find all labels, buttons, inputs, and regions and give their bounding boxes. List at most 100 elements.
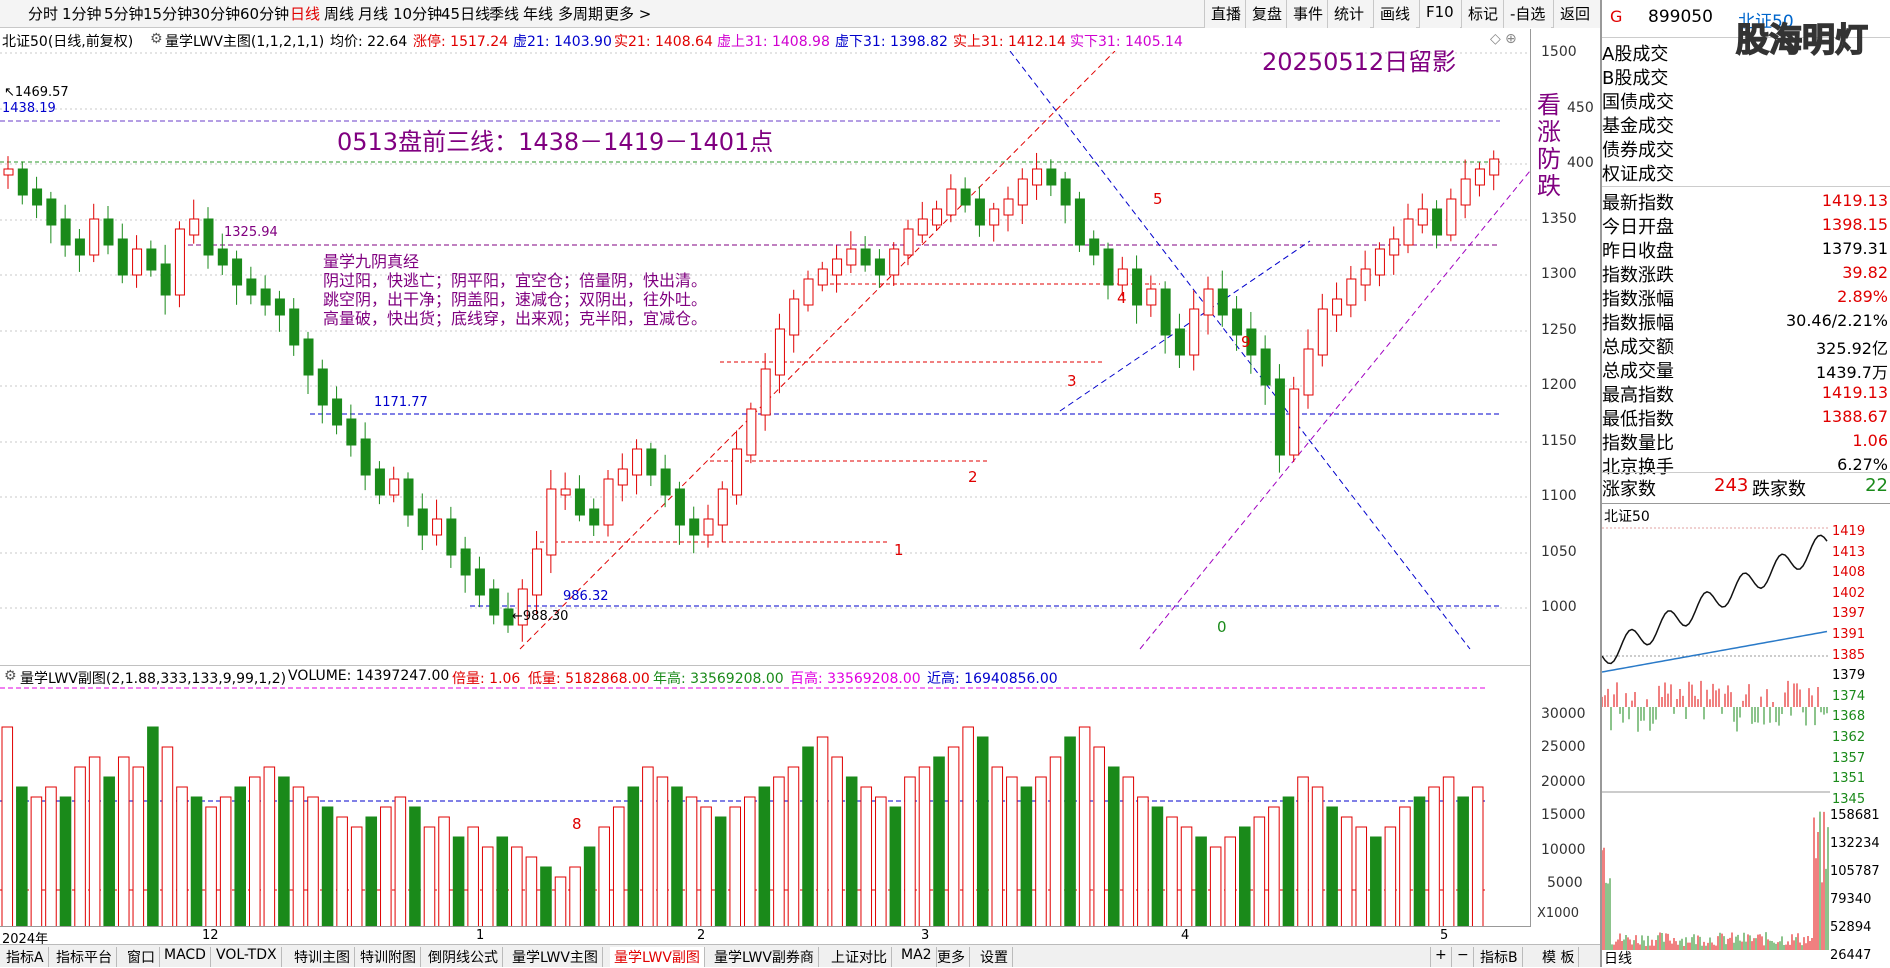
y-tick: 1000 bbox=[1541, 599, 1577, 615]
stat-row: 总成交量 1439.7万 bbox=[1602, 357, 1890, 382]
f10-button[interactable]: F10 bbox=[1419, 0, 1460, 28]
mini-price-tick: 1357 bbox=[1832, 750, 1866, 766]
quote-stats: 最新指数 1419.13 今日开盘 1398.15 昨日收盘 1379.31 指数涨跌 39.… bbox=[1602, 186, 1890, 478]
period-year[interactable]: 年线 bbox=[523, 5, 554, 23]
vol-tick: 15000 bbox=[1541, 807, 1586, 823]
menu-treasury[interactable]: 国债成交 bbox=[1602, 92, 1674, 113]
mark-button[interactable]: 标记 bbox=[1461, 0, 1505, 28]
diamond-icon[interactable]: ◇ bbox=[1490, 31, 1501, 47]
mark-3: 3 bbox=[1067, 372, 1077, 390]
stats-button[interactable]: 统计 bbox=[1327, 0, 1371, 28]
mini-period[interactable]: 日线 bbox=[1604, 951, 1632, 967]
label-1438: 1438.19 bbox=[2, 101, 56, 116]
tab-ma2[interactable]: MA2 bbox=[897, 947, 937, 967]
main-indicator-name[interactable]: 量学LWV主图(1,1,2,1,1) bbox=[165, 34, 325, 50]
draw-button[interactable]: 画线 bbox=[1373, 0, 1417, 28]
trend-up-purple bbox=[1139, 170, 1530, 650]
date-axis: 2024年 12 1 2 3 4 5 bbox=[0, 926, 1530, 947]
y-tick: 1300 bbox=[1541, 266, 1577, 282]
stat-value: 1.06 bbox=[1852, 431, 1888, 450]
menu-fund[interactable]: 基金成交 bbox=[1602, 116, 1674, 137]
tab-remove-icon[interactable]: − bbox=[1453, 947, 1474, 967]
watermark-logo: 股海明灯 bbox=[1735, 19, 1869, 60]
period-30min[interactable]: 30分钟 bbox=[191, 5, 241, 23]
favorite-button[interactable]: -自选 bbox=[1503, 0, 1552, 28]
period-5min[interactable]: 5分钟 bbox=[104, 5, 144, 23]
stat-row: 指数量比 1.06 bbox=[1602, 429, 1890, 454]
menu-bond[interactable]: 债券成交 bbox=[1602, 140, 1674, 161]
tab-more[interactable]: 更多 bbox=[933, 947, 970, 967]
stat-row: 最低指数 1388.67 bbox=[1602, 405, 1890, 430]
event-button[interactable]: 事件 bbox=[1286, 0, 1330, 28]
period-month[interactable]: 月线 bbox=[358, 5, 389, 23]
mini-price-tick: 1419 bbox=[1832, 524, 1866, 539]
stat-value: 1439.7万 bbox=[1816, 363, 1888, 382]
tab-indicator-a[interactable]: 指标A bbox=[2, 947, 49, 967]
jingao-value: 近高: 16940856.00 bbox=[927, 671, 1058, 687]
date-tick: 2024年 bbox=[2, 932, 49, 947]
tab-template[interactable]: 模 板 bbox=[1538, 947, 1580, 967]
baigao-value: 百高: 33569208.00 bbox=[790, 671, 921, 687]
tab-train-sub[interactable]: 特训附图 bbox=[356, 947, 421, 967]
period-60min[interactable]: 60分钟 bbox=[240, 5, 290, 23]
menu-warrant[interactable]: 权证成交 bbox=[1602, 164, 1674, 185]
settings-icon[interactable]: ⚙ bbox=[150, 31, 163, 47]
tab-lwv-broker[interactable]: 量学LWV副券商 bbox=[710, 947, 819, 967]
y-tick: 1350 bbox=[1541, 211, 1577, 227]
menu-b-shares[interactable]: B股成交 bbox=[1602, 68, 1669, 89]
menu-a-shares[interactable]: A股成交 bbox=[1602, 44, 1669, 65]
intraday-mini-chart[interactable]: 北证50 1419 1413 1408 1402 1397 1391 1385 1379 137… bbox=[1602, 503, 1890, 967]
settings-icon[interactable]: ⚙ bbox=[4, 668, 17, 684]
shishang31-value: 实上31: 1412.14 bbox=[953, 34, 1066, 50]
vol-tick: 5000 bbox=[1547, 875, 1583, 891]
vol-tick: 30000 bbox=[1541, 706, 1586, 722]
period-45day[interactable]: 45日线 bbox=[441, 5, 491, 23]
period-fenshi[interactable]: 分时 bbox=[28, 5, 59, 23]
sub-indicator-name[interactable]: 量学LWV副图(2,1.88,333,133,9,99,1,2) bbox=[20, 671, 287, 687]
mark-9: 9 bbox=[1241, 333, 1251, 351]
grid bbox=[0, 52, 1530, 609]
expand-icon[interactable]: ⊕ bbox=[1505, 31, 1517, 47]
tab-window[interactable]: 窗口 bbox=[123, 947, 160, 967]
mini-price-tick: 1413 bbox=[1832, 544, 1866, 560]
quote-panel: G 899050 北证50 股海明灯 A股成交 B股成交 国债成交 基金成交 债… bbox=[1600, 0, 1890, 967]
back-button[interactable]: 返回 bbox=[1553, 0, 1600, 28]
mark-1: 1 bbox=[894, 541, 904, 559]
tab-sh-compare[interactable]: 上证对比 bbox=[827, 947, 892, 967]
stock-name: 北证50 bbox=[1738, 12, 1794, 32]
diliang-value: 低量: 5182868.00 bbox=[528, 671, 650, 687]
stat-row: 指数涨跌 39.82 bbox=[1602, 261, 1890, 286]
period-season[interactable]: 季线 bbox=[489, 5, 520, 23]
review-button[interactable]: 复盘 bbox=[1245, 0, 1289, 28]
mini-price-tick: 1391 bbox=[1832, 627, 1866, 642]
mark-4: 4 bbox=[1117, 289, 1127, 307]
period-more[interactable]: 更多 > bbox=[604, 5, 652, 23]
shixia31-value: 实下31: 1405.14 bbox=[1070, 34, 1183, 50]
live-button[interactable]: 直播 bbox=[1204, 0, 1248, 28]
period-day[interactable]: 日线 bbox=[290, 5, 321, 23]
period-1min[interactable]: 1分钟 bbox=[62, 5, 102, 23]
period-10min[interactable]: 10分钟 bbox=[393, 5, 443, 23]
tab-add-icon[interactable]: + bbox=[1430, 947, 1452, 967]
tab-indicator-platform[interactable]: 指标平台 bbox=[52, 947, 117, 967]
tab-settings[interactable]: 设置 bbox=[976, 947, 1013, 967]
tab-indicator-b[interactable]: 指标B bbox=[1476, 947, 1523, 967]
period-15min[interactable]: 15分钟 bbox=[143, 5, 193, 23]
jiuyin-box: 量学九阴真经 阴过阳，快逃亡；阴平阳，宜空仓；倍量阴，快出清。 跳空阴，出干净；… bbox=[323, 252, 707, 328]
tab-vol-tdx[interactable]: VOL-TDX bbox=[212, 947, 282, 967]
tab-macd[interactable]: MACD bbox=[160, 947, 211, 967]
code-letter: G bbox=[1610, 7, 1623, 26]
tab-lwv-main[interactable]: 量学LWV主图 bbox=[508, 947, 603, 967]
tab-train-main[interactable]: 特训主图 bbox=[290, 947, 355, 967]
down-label: 跌家数 bbox=[1752, 479, 1806, 500]
period-week[interactable]: 周线 bbox=[324, 5, 355, 23]
avg-price: 均价: 22.64 bbox=[330, 34, 408, 50]
tab-lwv-sub[interactable]: 量学LWV副图 bbox=[610, 947, 705, 967]
volume-chart[interactable] bbox=[0, 687, 1530, 927]
stat-label: 总成交额 bbox=[1602, 337, 1674, 358]
low-value: 988.30 bbox=[522, 609, 569, 624]
tab-inverted-formula[interactable]: 倒阴线公式 bbox=[424, 947, 503, 967]
period-multi[interactable]: 多周期 bbox=[558, 5, 604, 23]
jiuyin-line-1: 阴过阳，快逃亡；阴平阳，宜空仓；倍量阴，快出清。 bbox=[323, 271, 708, 290]
candlestick-chart[interactable] bbox=[0, 51, 1530, 663]
